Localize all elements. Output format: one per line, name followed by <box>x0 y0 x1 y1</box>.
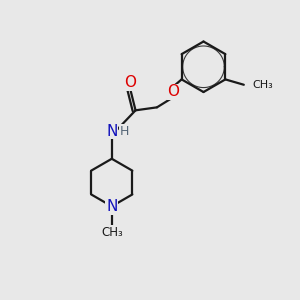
Text: H: H <box>120 124 129 138</box>
Text: CH₃: CH₃ <box>252 80 273 90</box>
Text: N: N <box>106 199 118 214</box>
Text: O: O <box>167 84 179 99</box>
Text: O: O <box>124 75 136 90</box>
Text: N: N <box>106 124 118 139</box>
Text: CH₃: CH₃ <box>101 226 123 239</box>
